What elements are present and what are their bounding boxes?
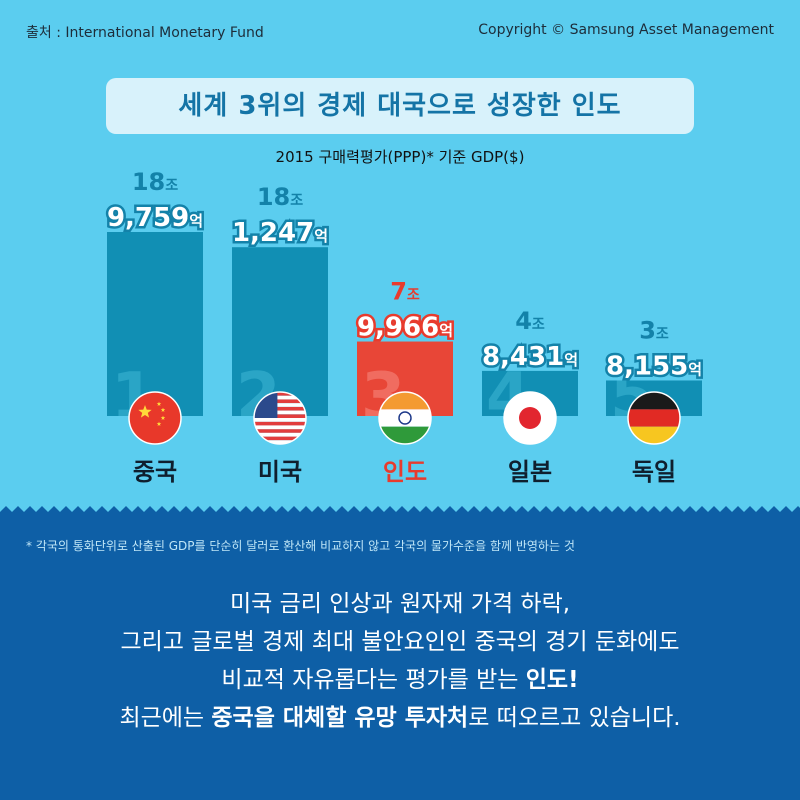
category-label: 미국: [258, 458, 302, 486]
copyright-text: Copyright © Samsung Asset Management: [478, 22, 774, 38]
body-line-4: 최근에는 중국을 대체할 유망 투자처로 떠오르고 있습니다.: [0, 699, 800, 737]
india-flag-icon: [378, 391, 432, 445]
value-label-jo: 4조: [515, 307, 545, 335]
value-label-eok: 9,966억: [357, 313, 453, 343]
value-label-eok: 8,155억: [606, 351, 702, 381]
value-label-jo: 3조: [639, 316, 669, 344]
bar: [107, 232, 203, 416]
zigzag-divider: [0, 506, 800, 520]
usa-flag-icon: [253, 391, 307, 445]
value-label-eok: 9,759억: [107, 203, 203, 233]
germany-flag-icon: [627, 391, 681, 445]
body-text: 미국 금리 인상과 원자재 가격 하락, 그리고 글로벌 경제 최대 불안요인인…: [0, 585, 800, 737]
source-text: 출처 : International Monetary Fund: [26, 25, 264, 41]
chart-subtitle: 2015 구매력평가(PPP)* 기준 GDP($): [275, 148, 525, 166]
body-line-3-text: 비교적 자유롭다는 평가를 받는: [221, 667, 526, 693]
bar: [232, 247, 328, 416]
value-label-jo: 7조: [390, 278, 420, 306]
title-box: 세계 3위의 경제 대국으로 성장한 인도: [106, 78, 694, 134]
body-line-3-bold: 인도!: [525, 667, 579, 693]
body-line-4-text-pre: 최근에는: [119, 705, 212, 731]
value-label-eok: 8,431억: [482, 342, 578, 372]
value-label-jo: 18조: [257, 183, 303, 211]
footnote: * 각국의 통화단위로 산출된 GDP를 단순히 달러로 환산해 비교하지 않고…: [26, 539, 575, 553]
gdp-bar-chart: 118조9,759억중국218조1,247억미국37조9,966억인도44조8,…: [0, 168, 800, 520]
category-label: 중국: [133, 458, 177, 486]
category-label: 독일: [632, 458, 676, 486]
body-line-4-text-post: 로 떠오르고 있습니다.: [468, 705, 681, 731]
japan-flag-icon: [503, 391, 557, 445]
bottom-panel: [0, 520, 800, 800]
body-line-4-bold: 중국을 대체할 유망 투자처: [211, 705, 469, 731]
body-line-1: 미국 금리 인상과 원자재 가격 하락,: [229, 591, 571, 617]
category-label: 일본: [508, 458, 552, 486]
category-label: 인도: [383, 458, 427, 486]
body-line-3: 비교적 자유롭다는 평가를 받는 인도!: [0, 661, 800, 699]
value-label-eok: 1,247억: [232, 218, 328, 248]
value-label-jo: 18조: [132, 168, 178, 196]
header-bar: 출처 : International Monetary Fund Copyrig…: [0, 0, 800, 60]
china-flag-icon: [128, 391, 182, 445]
body-line-2: 그리고 글로벌 경제 최대 불안요인인 중국의 경기 둔화에도: [120, 629, 680, 655]
page-title: 세계 3위의 경제 대국으로 성장한 인도: [178, 91, 622, 121]
